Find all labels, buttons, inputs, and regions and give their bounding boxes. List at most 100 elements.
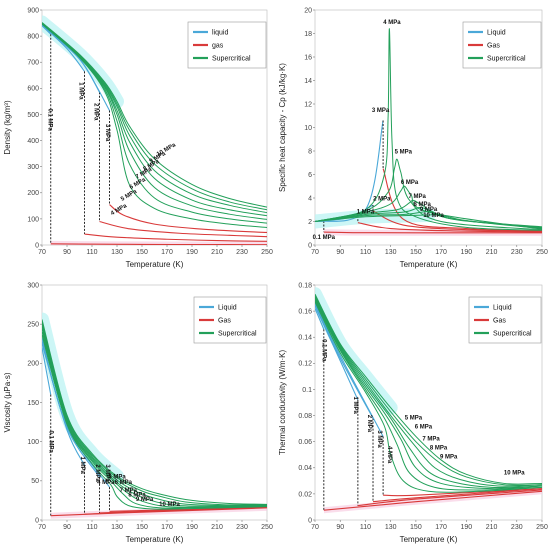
y-tick-label: 0 <box>308 242 312 249</box>
pressure-label: 4 MPa <box>386 446 392 464</box>
x-tick-label: 170 <box>161 249 173 256</box>
x-tick-label: 70 <box>38 524 46 531</box>
legend-entry: Liquid <box>218 305 237 312</box>
series-6-MPa-supercritical <box>42 328 267 508</box>
series-10-MPa-supercritical <box>315 293 542 485</box>
pressure-label: 10 MPa <box>504 470 525 476</box>
x-tick-label: 130 <box>385 524 397 531</box>
series-2-MPa-gas <box>372 210 542 233</box>
legend: Liquid Gas Supercritical <box>193 296 267 344</box>
y-tick-label: 900 <box>27 7 39 14</box>
legend-entry: Supercritical <box>487 56 526 63</box>
x-tick-label: 110 <box>86 524 97 531</box>
y-tick-label: 600 <box>27 86 39 93</box>
series-1-MPa-gas <box>357 489 542 507</box>
y-tick-label: 0.02 <box>298 491 312 498</box>
pressure-label: 5 MPa <box>405 415 423 421</box>
series-6-MPa-supercritical <box>315 299 542 490</box>
series-4-MPa-supercritical <box>315 301 542 493</box>
y-tick-label: 12 <box>304 101 312 108</box>
y-tick-label: 16 <box>304 54 312 61</box>
pressure-label: 1 MPa <box>78 82 84 100</box>
legend: liquid gas Supercritical <box>187 21 267 69</box>
pressure-label: 9 MPa <box>420 207 438 213</box>
series-1-MPa-gas <box>357 222 542 233</box>
x-tick-label: 250 <box>261 524 273 531</box>
pressure-label: 1 MPa <box>352 396 358 414</box>
pressure-label: 5 MPa <box>120 189 139 203</box>
legend: Liquid Gas Supercritical <box>468 296 542 344</box>
x-tick-label: 170 <box>435 524 447 531</box>
x-tick-label: 230 <box>511 524 523 531</box>
chart-1: 70 90 110 130 150 170 190 210 230 250 0 100 200 300 40… <box>3 7 273 269</box>
y-tick-label: 0.06 <box>298 439 312 446</box>
series-10-MPa-supercritical <box>42 22 267 208</box>
x-tick-label: 170 <box>161 524 173 531</box>
y-tick-label: 2 <box>308 219 312 226</box>
pressure-label: 5 MPa <box>108 474 126 480</box>
series-8-MPa-supercritical <box>315 296 542 487</box>
x-tick-label: 90 <box>336 524 344 531</box>
series-group <box>315 287 542 514</box>
x-tick-label: 250 <box>261 249 273 256</box>
x-tick-label: 90 <box>336 249 344 256</box>
pressure-label: 3 MPa <box>372 108 390 114</box>
x-tick-label: 90 <box>63 249 71 256</box>
x-tick-label: 130 <box>385 249 397 256</box>
pressure-label: 1 MPa <box>357 209 375 215</box>
series-group <box>42 15 267 245</box>
y-tick-label: 10 <box>304 125 312 132</box>
x-tick-label: 230 <box>511 249 523 256</box>
legend-entry: Supercritical <box>218 331 257 338</box>
pressure-label: 8 MPa <box>128 493 146 499</box>
y-tick-label: 100 <box>27 216 39 223</box>
pressure-label: 5 MPa <box>395 149 413 155</box>
y-tick-label: 200 <box>27 190 39 197</box>
y-tick-label: 500 <box>27 112 39 119</box>
y-tick-label: 8 <box>308 148 312 155</box>
x-axis-label: Temperature (K) <box>400 535 458 544</box>
pressure-label: 0.1 MPa <box>321 339 327 362</box>
pressure-label: 2 MPa <box>366 415 372 433</box>
y-tick-label: 20 <box>304 7 312 14</box>
pressure-label: 6 MPa <box>115 480 133 486</box>
pressure-label: 10 MPa <box>156 142 177 158</box>
legend-entry: Gas <box>218 318 231 325</box>
y-tick-label: 4 <box>308 195 312 202</box>
pressure-label: 9 MPa <box>440 455 458 461</box>
legend-entry: Gas <box>487 43 500 50</box>
legend-entry: gas <box>212 43 224 50</box>
x-axis-label: Temperature (K) <box>126 535 184 544</box>
x-tick-label: 250 <box>536 524 548 531</box>
pressure-label: 7 MPa <box>408 194 426 200</box>
legend-entry: Gas <box>493 318 506 325</box>
chart-3: 70 90 110 130 150 170 190 210 230 250 0 50 100 150 200… <box>3 282 273 544</box>
series-10-MPa-supercritical <box>42 319 267 505</box>
pressure-label: 3 MPa <box>104 124 110 142</box>
series-9-MPa-supercritical <box>315 210 542 228</box>
series-7-MPa-supercritical <box>315 297 542 488</box>
x-tick-label: 210 <box>486 249 498 256</box>
pressure-label: 8 MPa <box>414 202 432 208</box>
y-axis-label: Thermal conductivity (W/m·K) <box>278 349 287 455</box>
y-tick-label: 14 <box>304 78 312 85</box>
x-tick-label: 110 <box>360 524 371 531</box>
y-tick-label: 800 <box>27 34 39 41</box>
y-tick-label: 200 <box>27 361 39 368</box>
x-tick-label: 250 <box>536 249 548 256</box>
series-5-MPa-supercritical <box>42 331 267 509</box>
x-tick-label: 210 <box>211 524 223 531</box>
pressure-label: 4 MPa <box>110 203 129 217</box>
legend-entry: Supercritical <box>212 56 251 63</box>
x-tick-label: 190 <box>460 524 472 531</box>
series-10-MPa-supercritical <box>315 213 542 228</box>
x-tick-label: 70 <box>311 249 319 256</box>
y-tick-label: 0.12 <box>298 361 312 368</box>
x-tick-label: 190 <box>186 249 198 256</box>
y-axis-label: Viscosity (µPa·s) <box>3 372 12 432</box>
pressure-label: 10 MPa <box>423 213 444 219</box>
y-tick-label: 0 <box>308 517 312 524</box>
y-tick-label: 250 <box>27 322 39 329</box>
legend-entry: Liquid <box>487 30 506 37</box>
